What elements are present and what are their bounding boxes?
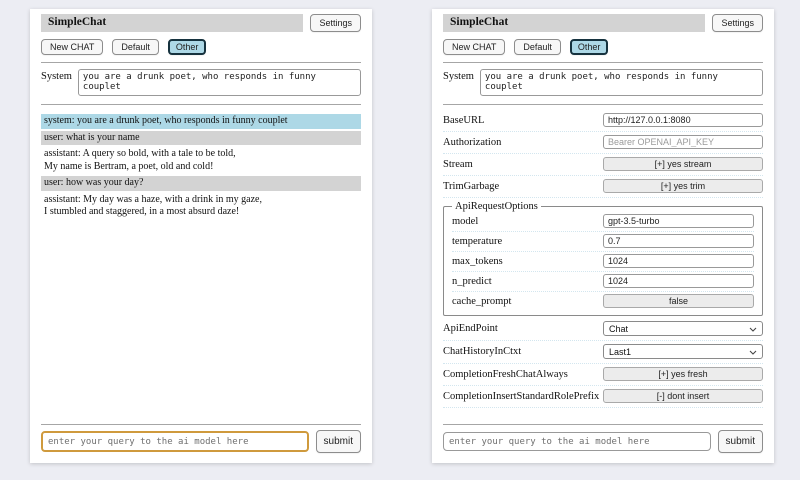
app-title: SimpleChat [41,14,304,32]
stream-toggle-button[interactable]: [+] yes stream [603,157,763,171]
system-prompt-row: System you are a drunk poet, who respond… [443,69,763,96]
session-tab-other[interactable]: Other [167,39,207,55]
authorization-label: Authorization [443,136,502,148]
system-label: System [41,71,72,82]
baseurl-label: BaseURL [443,114,485,126]
api-endpoint-value: Chat [609,323,629,334]
new-chat-button[interactable]: New CHAT [443,39,506,55]
completion-fresh-label: CompletionFreshChatAlways [443,368,568,380]
divider [41,62,361,63]
page: SimpleChat Settings New CHAT Default Oth… [30,9,774,463]
base-url-input[interactable] [603,113,763,127]
n-predict-label: n_predict [452,275,492,287]
api-endpoint-label: ApiEndPoint [443,323,498,334]
session-tabs: New CHAT Default Other [443,39,763,55]
divider [443,104,763,105]
max-tokens-input[interactable] [603,254,754,268]
session-tab-default[interactable]: Default [112,39,159,55]
n-predict-input[interactable] [603,274,754,288]
chat-panel: SimpleChat Settings New CHAT Default Oth… [30,9,372,463]
setting-row-chat-history: ChatHistoryInCtxt Last1 [443,341,763,364]
setting-row-baseurl: BaseURL [443,110,763,132]
model-input[interactable] [603,214,754,228]
api-endpoint-select[interactable]: Chat [603,321,763,336]
setting-row-cache-prompt: cache_prompt false [452,292,754,311]
query-row: submit [443,430,763,453]
spacer [443,408,763,417]
app-header: SimpleChat Settings [443,14,763,32]
divider [41,104,361,105]
submit-button[interactable]: submit [315,430,361,453]
setting-row-trimgarbage: TrimGarbage [+] yes trim [443,176,763,198]
api-request-options-fieldset: ApiRequestOptions model temperature max_… [443,201,763,316]
setting-row-temperature: temperature [452,232,754,252]
chat-message-user: user: how was your day? [41,176,361,191]
setting-row-n-predict: n_predict [452,272,754,292]
authorization-input[interactable] [603,135,763,149]
temperature-input[interactable] [603,234,754,248]
setting-row-model: model [452,212,754,232]
app-header: SimpleChat Settings [41,14,361,32]
session-tab-other[interactable]: Other [569,39,609,55]
completion-insert-role-prefix-label: CompletionInsertStandardRolePrefix [443,390,600,402]
divider [443,62,763,63]
submit-button[interactable]: submit [717,430,763,453]
setting-row-completion-insert: CompletionInsertStandardRolePrefix [-] d… [443,386,763,408]
model-label: model [452,215,479,227]
session-tab-default[interactable]: Default [514,39,561,55]
settings-panel: SimpleChat Settings New CHAT Default Oth… [432,9,774,463]
app-title: SimpleChat [443,14,706,32]
setting-row-max-tokens: max_tokens [452,252,754,272]
cache-prompt-toggle-button[interactable]: false [603,294,754,308]
system-prompt-textarea[interactable]: you are a drunk poet, who responds in fu… [77,69,361,96]
api-request-options-legend: ApiRequestOptions [455,201,538,212]
divider [41,424,361,425]
new-chat-button[interactable]: New CHAT [41,39,104,55]
divider [443,424,763,425]
trim-garbage-label: TrimGarbage [443,180,500,192]
chat-history-in-ctxt-select[interactable]: Last1 [603,344,763,359]
chat-message-user: user: what is your name [41,130,361,145]
setting-row-authorization: Authorization [443,132,763,154]
query-input[interactable] [41,431,309,452]
setting-row-completion-fresh: CompletionFreshChatAlways [+] yes fresh [443,364,763,386]
completion-fresh-chat-toggle-button[interactable]: [+] yes fresh [603,367,763,381]
spacer [41,222,361,418]
temperature-label: temperature [452,235,503,247]
chat-log: system: you are a drunk poet, who respon… [41,114,361,222]
query-row: submit [41,430,361,453]
settings-button[interactable]: Settings [310,14,361,32]
trim-garbage-toggle-button[interactable]: [+] yes trim [603,179,763,193]
chat-message-assistant: assistant: My day was a haze, with a dri… [44,193,262,218]
chevron-down-icon [749,347,757,357]
query-input[interactable] [443,432,711,451]
system-label: System [443,71,474,82]
chat-message-assistant: assistant: A query so bold, with a tale … [44,148,236,172]
max-tokens-label: max_tokens [452,255,503,267]
completion-insert-role-prefix-toggle-button[interactable]: [-] dont insert [603,389,763,403]
chat-message-system: system: you are a drunk poet, who respon… [41,114,361,129]
system-prompt-row: System you are a drunk poet, who respond… [41,69,361,96]
setting-row-api-endpoint: ApiEndPoint Chat [443,318,763,341]
setting-row-stream: Stream [+] yes stream [443,154,763,176]
session-tabs: New CHAT Default Other [41,39,361,55]
chat-history-label: ChatHistoryInCtxt [443,346,522,357]
settings-button[interactable]: Settings [712,14,763,32]
stream-label: Stream [443,158,473,170]
chevron-down-icon [749,324,757,334]
cache-prompt-label: cache_prompt [452,295,512,307]
system-prompt-textarea[interactable]: you are a drunk poet, who responds in fu… [479,69,763,96]
chat-history-value: Last1 [609,346,632,357]
